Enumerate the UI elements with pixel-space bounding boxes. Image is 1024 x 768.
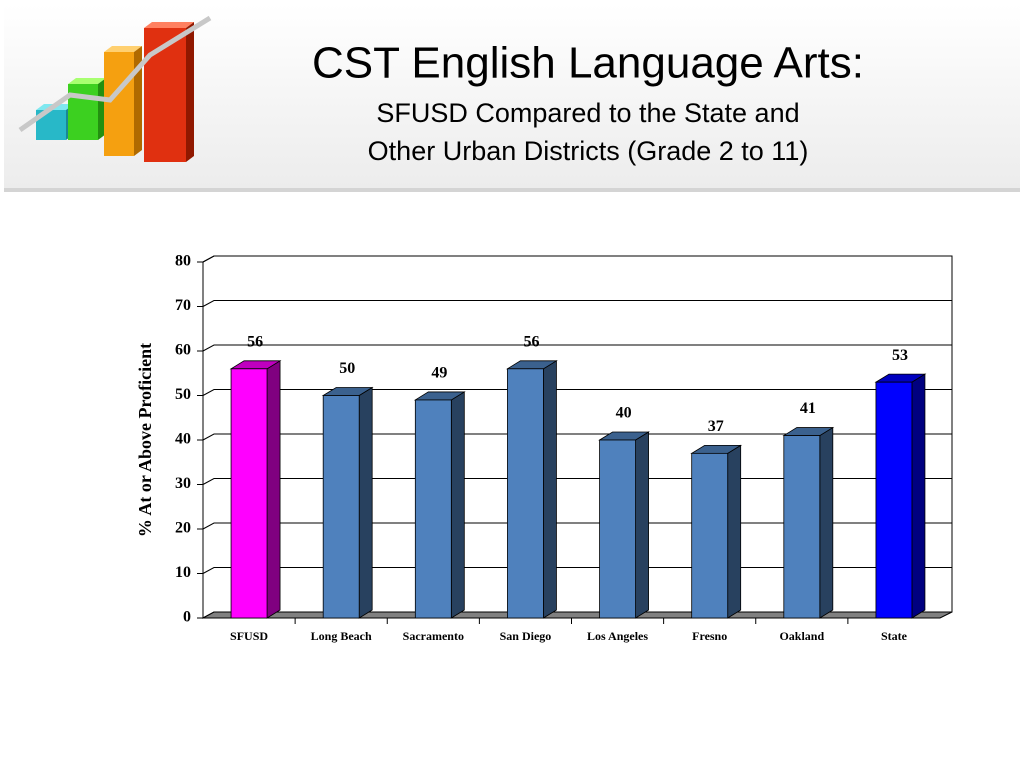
x-tick-label: San Diego (500, 629, 552, 643)
bar (414, 399, 452, 619)
floor (202, 611, 953, 619)
bar-side (819, 426, 834, 619)
y-axis-label: % At or Above Proficient (135, 343, 155, 537)
value-label: 40 (616, 405, 632, 422)
x-tick-label: Oakland (779, 629, 824, 643)
bar-side (358, 386, 373, 619)
y-tick-label: 60 (175, 342, 191, 359)
y-tick-label: 30 (175, 475, 191, 492)
value-label: 56 (523, 333, 539, 350)
x-tick-label: SFUSD (230, 629, 268, 643)
bar (599, 439, 636, 619)
plot: 0 10 20 30 40 50 60 70 80 SFUSD 56 Long Beach 50 Sacr… (175, 253, 953, 643)
grid-line (202, 344, 952, 352)
grid-line (202, 433, 952, 441)
value-label: 50 (339, 360, 355, 377)
chart-subtitle: Other Urban Districts (Grade 2 to 11) (368, 136, 809, 166)
logo-icon (18, 15, 212, 162)
y-tick-label: 0 (183, 609, 191, 626)
value-label: 56 (247, 333, 263, 350)
x-tick-label: Los Angeles (587, 629, 648, 643)
bar (230, 368, 268, 619)
value-label: 53 (892, 347, 908, 364)
bar (875, 381, 913, 619)
bar-side (266, 360, 281, 619)
grid-line (202, 389, 952, 396)
grid-line (202, 300, 952, 307)
x-tick-label: Sacramento (403, 629, 464, 643)
bar (507, 368, 544, 619)
x-tick-label: Long Beach (311, 629, 372, 643)
y-tick-label: 40 (175, 431, 191, 448)
bar-side (635, 431, 649, 619)
bar (322, 395, 360, 619)
grid-line (202, 255, 952, 263)
bar-side (450, 391, 465, 619)
x-tick-label: Fresno (692, 629, 727, 643)
y-tick-label: 50 (175, 386, 191, 403)
bar (691, 452, 729, 619)
chart-subtitle: SFUSD Compared to the State and (376, 98, 799, 128)
bar-side (911, 373, 926, 619)
header-rule (4, 188, 1020, 192)
value-label: 41 (800, 400, 816, 417)
y-tick-label: 10 (175, 564, 191, 581)
y-tick-label: 70 (175, 297, 191, 314)
bar (783, 435, 821, 619)
back-wall (202, 255, 953, 619)
y-tick-label: 80 (175, 253, 191, 270)
chart-title: CST English Language Arts: (312, 39, 864, 88)
bar-side (543, 360, 557, 619)
value-label: 37 (708, 418, 724, 435)
x-tick-label: State (881, 629, 908, 643)
y-tick-label: 20 (175, 520, 191, 537)
value-label: 49 (431, 365, 447, 382)
bar-side (727, 444, 742, 619)
